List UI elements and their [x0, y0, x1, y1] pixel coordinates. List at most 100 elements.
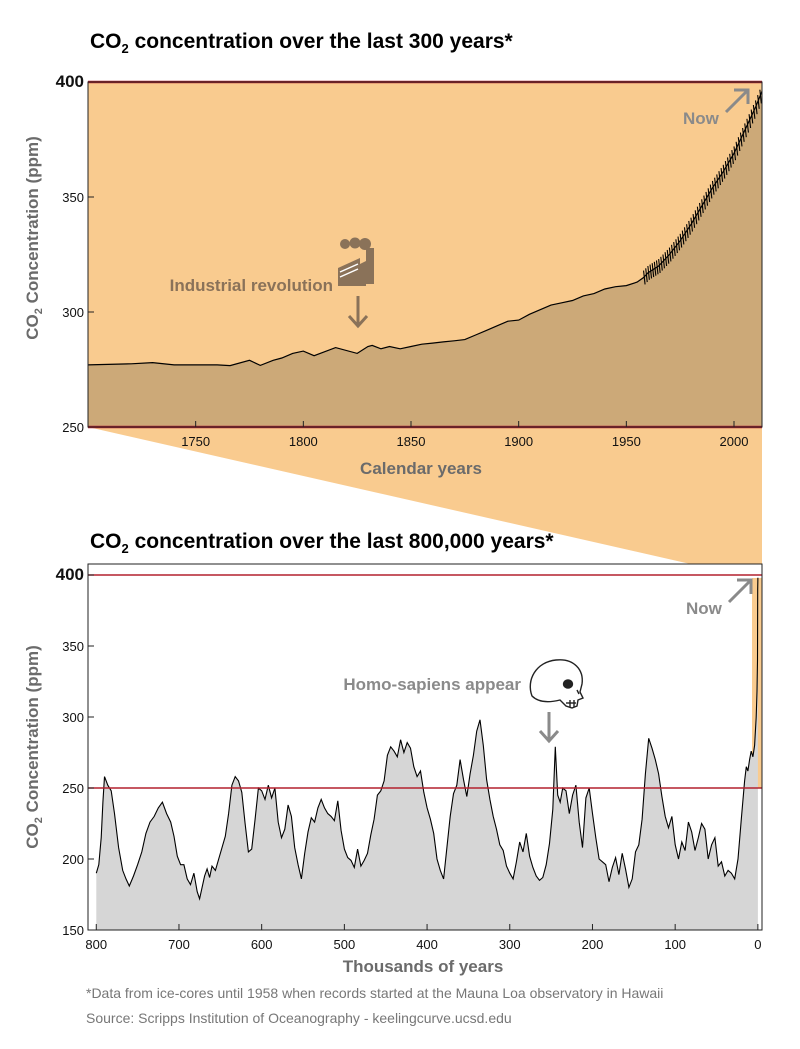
- seasonal-cycle-mark: [690, 217, 693, 232]
- top-x-tick-label: 1950: [612, 434, 641, 449]
- bottom-x-tick-label: 700: [168, 937, 190, 952]
- seasonal-cycle-mark: [759, 89, 762, 104]
- top-chart-title: CO2 concentration over the last 300 year…: [90, 30, 514, 56]
- seasonal-cycle-mark: [662, 254, 665, 269]
- seasonal-cycle-mark: [651, 263, 655, 278]
- top-x-tick-label: 1850: [397, 434, 426, 449]
- bottom-y-tick-label: 250: [62, 781, 84, 796]
- bottom-y-tick-label: 200: [62, 852, 84, 867]
- seasonal-cycle-mark: [647, 265, 650, 280]
- seasonal-cycle-mark: [742, 127, 745, 142]
- seasonal-cycle-mark: [722, 164, 726, 179]
- footnote-citation: Source: Scripps Institution of Oceanogra…: [86, 1010, 512, 1026]
- bottom-chart-title: CO2 concentration over the last 800,000 …: [90, 530, 554, 556]
- seasonal-cycle-mark: [645, 268, 648, 283]
- top-x-ticks: 1750 1800 1850 1900 1950 2000: [181, 421, 748, 449]
- seasonal-cycle-mark: [673, 242, 676, 256]
- seasonal-cycle-mark: [686, 224, 689, 238]
- top-y-tick-label: 250: [62, 420, 84, 435]
- seasonal-cycle-mark: [748, 114, 752, 129]
- seasonal-cycle-mark: [754, 100, 758, 115]
- bottom-now-arrow-icon: [727, 578, 753, 604]
- bottom-y-tick-label: 400: [56, 565, 84, 584]
- seasonal-cycle-mark: [664, 252, 668, 267]
- bottom-plot-frame: [87, 563, 763, 931]
- skull-icon: [529, 659, 584, 709]
- bottom-y-tick-label: 150: [62, 923, 84, 938]
- seasonal-cycle-mark: [757, 94, 760, 109]
- seasonal-cycle-mark: [711, 180, 715, 195]
- seasonal-cycle-mark: [666, 249, 670, 264]
- seasonal-cycle-mark: [718, 171, 721, 186]
- seasonal-cycle-mark: [668, 247, 672, 262]
- top-y-tick-label: 300: [62, 305, 84, 320]
- top-x-tick-label: 1750: [181, 434, 210, 449]
- seasonal-cycle-mark: [681, 230, 685, 245]
- seasonal-cycle-mark: [699, 202, 702, 217]
- bottom-x-tick-label: 400: [416, 937, 438, 952]
- top-x-tick-label: 1800: [289, 434, 318, 449]
- top-y-axis-title: CO2 Concentration (ppm): [23, 136, 45, 340]
- seasonal-cycle-mark: [746, 118, 749, 133]
- seasonal-cycle-mark: [744, 123, 747, 138]
- homo-sapiens-arrow-icon: [538, 712, 560, 744]
- top-x-tick-label: 1900: [504, 434, 533, 449]
- industrial-revolution-arrow-icon: [347, 296, 369, 329]
- bottom-x-tick-label: 100: [664, 937, 686, 952]
- seasonal-cycle-mark: [731, 150, 734, 164]
- seasonal-cycle-mark: [750, 109, 754, 124]
- seasonal-cycle-mark: [724, 161, 728, 175]
- top-y-tick-label: 350: [62, 190, 84, 205]
- seasonal-cycle-mark: [729, 153, 732, 168]
- seasonal-cycle-mark: [688, 220, 691, 235]
- top-now-oscillation: [643, 89, 762, 285]
- seasonal-cycle-mark: [726, 157, 730, 172]
- seasonal-cycle-mark: [720, 167, 724, 182]
- zoom-connector-band: [88, 427, 762, 788]
- bottom-y-tick-label: 300: [62, 710, 84, 725]
- seasonal-cycle-mark: [653, 261, 657, 276]
- top-co2-area: [88, 91, 762, 427]
- top-y-ticks: 250 300 350 400: [56, 72, 94, 435]
- bottom-co2-area: [96, 577, 758, 930]
- seasonal-cycle-mark: [714, 177, 717, 192]
- seasonal-cycle-mark: [737, 137, 741, 152]
- bottom-x-tick-label: 500: [334, 937, 356, 952]
- factory-icon: [338, 237, 374, 286]
- seasonal-cycle-mark: [705, 191, 709, 206]
- seasonal-cycle-mark: [735, 141, 739, 156]
- bottom-y-tick-label: 350: [62, 639, 84, 654]
- homo-sapiens-label: Homo-sapiens appear: [343, 675, 521, 694]
- seasonal-cycle-mark: [677, 236, 681, 251]
- seasonal-cycle-mark: [703, 195, 706, 210]
- bottom-co2-line: [95, 577, 759, 901]
- bottom-y-ticks: 150 200 250 300 350 400: [56, 565, 94, 938]
- seasonal-cycle-mark: [739, 132, 743, 147]
- seasonal-cycle-mark: [671, 244, 674, 259]
- seasonal-cycle-mark: [658, 259, 661, 273]
- seasonal-cycle-mark: [643, 270, 646, 285]
- bottom-x-ticks: 800 700 600 500 400 300 200 100 0: [85, 924, 761, 952]
- footnote-data-source: *Data from ice-cores until 1958 when rec…: [86, 985, 663, 1001]
- seasonal-cycle-mark: [660, 256, 663, 271]
- seasonal-cycle-mark: [683, 227, 687, 242]
- bottom-x-axis-title: Thousands of years: [343, 957, 504, 976]
- top-x-tick-label: 2000: [720, 434, 749, 449]
- seasonal-cycle-mark: [709, 184, 713, 199]
- bottom-now-label: Now: [686, 599, 723, 618]
- seasonal-cycle-mark: [696, 206, 700, 221]
- seasonal-cycle-mark: [649, 264, 653, 279]
- seasonal-cycle-mark: [701, 199, 704, 214]
- seasonal-cycle-mark: [692, 213, 696, 228]
- seasonal-cycle-mark: [694, 210, 698, 225]
- seasonal-cycle-mark: [707, 188, 711, 203]
- top-now-arrow-icon: [724, 88, 750, 114]
- seasonal-cycle-mark: [675, 239, 678, 254]
- bottom-plot-area: 800 700 600 500 400 300 200 100 0 150 200 250 300 35…: [56, 563, 763, 952]
- top-x-axis-title: Calendar years: [360, 459, 482, 478]
- top-plot-frame: [87, 81, 763, 428]
- bottom-x-tick-label: 0: [754, 937, 761, 952]
- seasonal-cycle-mark: [733, 146, 737, 161]
- top-plot-area: 1750 1800 1850 1900 1950 2000 250 300 350 400: [56, 72, 763, 449]
